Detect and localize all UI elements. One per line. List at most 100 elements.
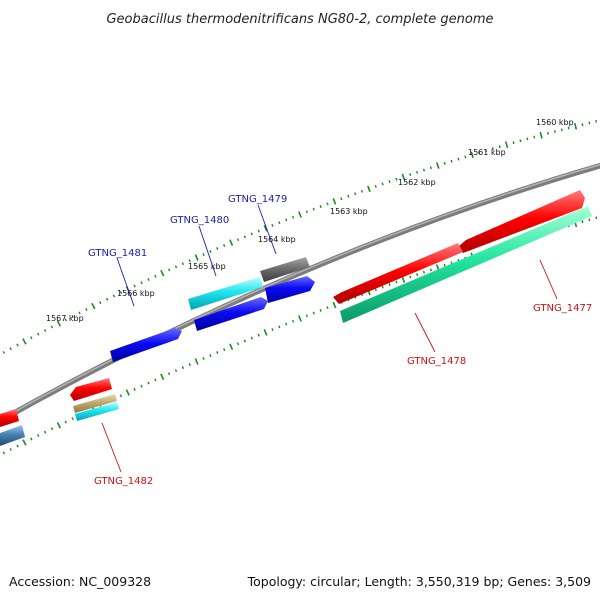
outer-ruler-minor-tick bbox=[278, 221, 281, 225]
gene-feature-gtng-1479[interactable] bbox=[265, 276, 315, 303]
outer-ruler-minor-tick bbox=[326, 202, 329, 206]
genome-summary-text: Topology: circular; Length: 3,550,319 bp… bbox=[247, 574, 591, 589]
outer-ruler-minor-tick bbox=[595, 119, 598, 123]
outer-ruler-major-tick bbox=[539, 131, 543, 139]
inner-ruler-minor-tick bbox=[588, 218, 591, 222]
gene-callouts bbox=[101, 204, 558, 473]
inner-ruler-minor-tick bbox=[326, 306, 329, 310]
tick-label-1560: 1560 kbp bbox=[536, 118, 574, 127]
inner-ruler-minor-tick bbox=[429, 268, 432, 272]
gene-feature-cyan-reverse[interactable] bbox=[75, 402, 119, 421]
gene-feature-tan[interactable] bbox=[73, 394, 117, 413]
outer-ruler-minor-tick bbox=[312, 207, 315, 211]
inner-ruler-minor-tick bbox=[30, 437, 33, 441]
inner-ruler-major-tick bbox=[401, 276, 406, 283]
outer-ruler-minor-tick bbox=[519, 139, 522, 143]
outer-ruler-major-tick bbox=[505, 141, 509, 149]
inner-ruler-minor-tick bbox=[36, 434, 40, 438]
outer-ruler-minor-tick bbox=[140, 281, 143, 285]
outer-ruler-minor-tick bbox=[498, 145, 501, 149]
outer-ruler-minor-tick bbox=[85, 307, 88, 311]
outer-ruler-minor-tick bbox=[174, 265, 178, 269]
outer-ruler-major-tick bbox=[401, 173, 406, 181]
tick-label-1561: 1561 kbp bbox=[468, 148, 506, 157]
inner-ruler-minor-tick bbox=[188, 363, 191, 367]
outer-ruler-minor-tick bbox=[340, 197, 343, 201]
inner-ruler-minor-tick bbox=[319, 308, 322, 312]
inner-ruler-minor-tick bbox=[202, 357, 205, 361]
inner-ruler-major-tick bbox=[56, 422, 62, 429]
outer-tick-ruler bbox=[2, 119, 598, 354]
genome-backbone bbox=[0, 162, 600, 424]
tick-label-1567: 1567 kbp bbox=[46, 314, 84, 323]
genome-backbone-highlight bbox=[0, 163, 600, 421]
outer-ruler-minor-tick bbox=[43, 329, 47, 333]
outer-ruler-minor-tick bbox=[167, 268, 171, 272]
gene-label-gtng-1479: GTNG_1479 bbox=[228, 194, 287, 205]
inner-ruler-minor-tick bbox=[409, 275, 412, 279]
gene-feature-gtng-1482[interactable] bbox=[70, 378, 112, 401]
outer-ruler-minor-tick bbox=[354, 192, 357, 196]
outer-ruler-minor-tick bbox=[347, 194, 350, 198]
tick-label-1566: 1566 kbp bbox=[117, 289, 155, 298]
inner-ruler-minor-tick bbox=[271, 328, 274, 332]
outer-ruler-major-tick bbox=[298, 211, 302, 218]
gene-feature-gray[interactable] bbox=[260, 257, 310, 282]
callout-line-gtng-1479 bbox=[257, 204, 277, 255]
outer-ruler-minor-tick bbox=[291, 215, 295, 219]
outer-ruler-minor-tick bbox=[257, 229, 260, 233]
inner-ruler-minor-tick bbox=[291, 319, 295, 323]
inner-ruler-minor-tick bbox=[167, 372, 171, 376]
outer-ruler-minor-tick bbox=[133, 284, 136, 288]
outer-ruler-minor-tick bbox=[422, 168, 426, 172]
outer-ruler-minor-tick bbox=[450, 159, 453, 163]
inner-ruler-minor-tick bbox=[250, 336, 253, 340]
gene-feature-gtng-1478-red[interactable] bbox=[333, 243, 463, 304]
inner-ruler-major-tick bbox=[229, 343, 234, 351]
inner-ruler-minor-tick bbox=[374, 288, 377, 292]
inner-ruler-minor-tick bbox=[278, 325, 281, 329]
inner-ruler-minor-tick bbox=[133, 387, 136, 391]
inner-ruler-minor-tick bbox=[147, 381, 150, 385]
outer-ruler-minor-tick bbox=[9, 347, 12, 351]
accession-text: Accession: NC_009328 bbox=[9, 574, 151, 589]
gene-feature-cyan-forward[interactable] bbox=[188, 277, 263, 310]
callout-line-gtng-1482 bbox=[101, 422, 122, 473]
outer-ruler-minor-tick bbox=[409, 173, 412, 177]
inner-ruler-minor-tick bbox=[16, 444, 19, 448]
inner-ruler-minor-tick bbox=[64, 420, 67, 424]
gene-feature-gtng-1481[interactable] bbox=[110, 328, 182, 362]
outer-ruler-minor-tick bbox=[71, 314, 74, 318]
outer-ruler-minor-tick bbox=[181, 262, 185, 266]
outer-ruler-minor-tick bbox=[50, 325, 54, 329]
inner-ruler-minor-tick bbox=[395, 280, 398, 284]
outer-ruler-minor-tick bbox=[250, 232, 253, 236]
outer-ruler-minor-tick bbox=[416, 170, 419, 174]
gene-feature-red-edge[interactable] bbox=[0, 409, 19, 427]
outer-ruler-minor-tick bbox=[209, 250, 212, 253]
outer-ruler-minor-tick bbox=[457, 157, 460, 161]
outer-ruler-minor-tick bbox=[478, 151, 481, 155]
callout-line-gtng-1480 bbox=[198, 225, 217, 277]
inner-ruler-minor-tick bbox=[154, 378, 157, 382]
inner-ruler-minor-tick bbox=[422, 270, 426, 274]
outer-ruler-major-tick bbox=[436, 162, 440, 169]
outer-ruler-minor-tick bbox=[223, 244, 226, 247]
gene-feature-gtng-1480[interactable] bbox=[194, 297, 268, 331]
outer-ruler-major-tick bbox=[470, 151, 474, 159]
outer-ruler-minor-tick bbox=[243, 235, 247, 239]
outer-ruler-minor-tick bbox=[553, 130, 556, 133]
gene-arrows-forward bbox=[110, 257, 315, 362]
outer-ruler-minor-tick bbox=[36, 332, 40, 336]
outer-ruler-major-tick bbox=[56, 320, 62, 327]
gene-feature-steel-edge[interactable] bbox=[0, 425, 25, 446]
inner-ruler-minor-tick bbox=[595, 216, 598, 220]
gene-feature-gtng-1477[interactable] bbox=[458, 190, 585, 253]
outer-ruler-major-tick bbox=[160, 269, 165, 277]
gene-feature-gtng-1478[interactable] bbox=[340, 206, 592, 323]
inner-ruler-minor-tick bbox=[312, 311, 315, 315]
inner-ruler-major-tick bbox=[160, 373, 165, 381]
outer-ruler-minor-tick bbox=[305, 210, 309, 214]
gene-label-gtng-1482: GTNG_1482 bbox=[94, 476, 153, 487]
outer-ruler-minor-tick bbox=[588, 121, 591, 125]
